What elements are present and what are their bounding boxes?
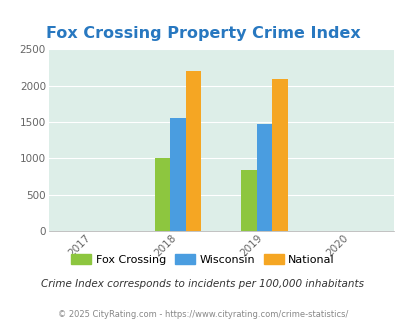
Text: © 2025 CityRating.com - https://www.cityrating.com/crime-statistics/: © 2025 CityRating.com - https://www.city… — [58, 310, 347, 319]
Bar — [271, 79, 287, 231]
Text: Fox Crossing Property Crime Index: Fox Crossing Property Crime Index — [45, 26, 360, 41]
Legend: Fox Crossing, Wisconsin, National: Fox Crossing, Wisconsin, National — [66, 250, 339, 269]
Bar — [241, 170, 256, 231]
Bar — [170, 118, 185, 231]
Bar — [154, 158, 170, 231]
Bar — [185, 71, 201, 231]
Text: Crime Index corresponds to incidents per 100,000 inhabitants: Crime Index corresponds to incidents per… — [41, 279, 364, 289]
Bar — [256, 123, 271, 231]
